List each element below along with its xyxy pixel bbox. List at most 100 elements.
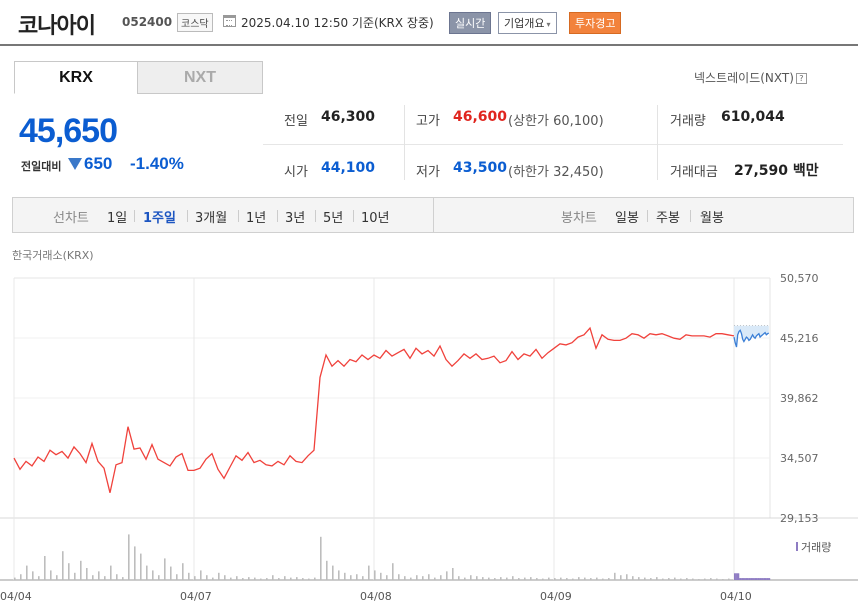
open-label: 시가 — [284, 165, 308, 180]
volume-bar — [754, 578, 757, 580]
period-1d[interactable]: 1일 — [107, 211, 128, 226]
separator — [647, 210, 648, 222]
volume-bar — [302, 578, 304, 580]
volume-bar — [602, 578, 604, 580]
low-label: 저가 — [416, 165, 440, 180]
volume-bar — [62, 551, 64, 580]
nxt-link-label: 넥스트레이드(NXT) — [694, 71, 794, 85]
volume-bar — [560, 577, 562, 580]
volume-bar — [224, 575, 226, 580]
period-3m[interactable]: 3개월 — [195, 211, 228, 226]
investment-warning-badge: 투자경고 — [569, 12, 622, 34]
current-price: 45,650 — [19, 112, 118, 150]
volume-bar — [242, 578, 244, 580]
x-tick-label: 04/08 — [360, 590, 392, 603]
volume-bar — [206, 575, 208, 580]
realtime-button[interactable]: 실시간 — [449, 12, 492, 34]
company-overview-button[interactable]: 기업개요 ▾ — [498, 12, 557, 34]
volume-bar — [74, 572, 76, 580]
tab-nxt[interactable]: NXT — [137, 61, 263, 94]
volume-bar — [374, 570, 376, 580]
market-badge: 코스닥 — [177, 13, 213, 32]
y-tick-label: 29,153 — [780, 512, 819, 525]
volume-bar — [146, 565, 148, 580]
help-icon[interactable]: ? — [795, 73, 807, 84]
separator — [277, 210, 278, 222]
volume-bar — [632, 576, 634, 580]
volume-bar — [38, 576, 40, 580]
volume-bar — [14, 577, 16, 580]
prev-close-label: 전일 — [284, 114, 308, 129]
volume-bar — [416, 575, 418, 580]
volume-bar — [757, 578, 759, 580]
volume-legend-swatch — [796, 542, 798, 551]
volume-bar — [763, 578, 766, 580]
period-3y[interactable]: 3년 — [285, 211, 306, 226]
low-value: 43,500 — [453, 160, 508, 176]
period-10y[interactable]: 10년 — [361, 211, 390, 226]
turnover-value: 27,590 백만 — [734, 163, 819, 179]
period-1w[interactable]: 1주일 — [143, 211, 176, 226]
volume-bar — [761, 578, 763, 580]
volume-bar — [200, 570, 202, 580]
volume-bar — [768, 578, 771, 580]
volume-bar — [440, 575, 442, 580]
volume-bar — [338, 570, 340, 580]
period-1y[interactable]: 1년 — [246, 211, 267, 226]
candle-weekly[interactable]: 주봉 — [656, 211, 680, 226]
volume-bar — [464, 577, 466, 580]
volume-bar — [764, 578, 767, 580]
volume-bar — [380, 572, 382, 580]
volume-bar — [152, 570, 154, 580]
candle-monthly[interactable]: 월봉 — [700, 211, 724, 226]
volume-bar — [530, 577, 532, 580]
y-tick-label: 50,570 — [780, 272, 819, 285]
volume-bar — [482, 577, 484, 580]
candle-chart-label: 봉차트 — [561, 211, 597, 226]
tab-krx[interactable]: KRX — [14, 61, 138, 94]
volume-bar — [20, 574, 22, 580]
volume-bar — [170, 566, 172, 580]
separator — [690, 210, 691, 222]
turnover-label: 거래대금 — [670, 165, 718, 180]
volume-bar — [410, 577, 412, 580]
volume-bar — [578, 577, 580, 580]
volume-bar — [134, 546, 136, 580]
price-chart[interactable]: 50,570 45,216 39,862 34,507 29,153 04/04 04/07… — [0, 262, 858, 609]
y-tick-label: 45,216 — [780, 332, 819, 345]
volume-bar — [686, 578, 688, 580]
volume-bar — [500, 577, 502, 580]
volume-bar — [470, 575, 472, 580]
volume-bar — [542, 578, 544, 580]
volume-bar — [56, 575, 58, 580]
volume-bar — [182, 563, 184, 580]
nxt-link[interactable]: 넥스트레이드(NXT)? — [694, 69, 807, 86]
line-chart-label: 선차트 — [53, 211, 89, 226]
stock-header: 코나아이 052400 코스닥 2025.04.10 12:50 기준(KRX … — [0, 0, 858, 46]
volume-bar — [422, 576, 424, 580]
volume-bar — [176, 574, 178, 580]
separator — [187, 210, 188, 222]
volume-bar — [290, 577, 292, 580]
volume-bar — [494, 578, 496, 580]
volume-bar — [104, 576, 106, 580]
volume-bar — [748, 578, 750, 580]
volume-bar — [404, 576, 406, 580]
price-line-past — [13, 326, 735, 493]
company-name: 코나아이 — [18, 14, 96, 39]
volume-bar — [698, 579, 700, 580]
candle-daily[interactable]: 일봉 — [615, 211, 639, 226]
volume-bar — [254, 577, 256, 580]
volume-bar — [728, 578, 730, 580]
volume-bar — [766, 578, 768, 580]
volume-bar — [50, 570, 52, 580]
volume-bar — [662, 578, 664, 580]
volume-bar — [668, 578, 670, 580]
timestamp: 2025.04.10 12:50 기준(KRX 장중) — [241, 16, 434, 30]
period-5y[interactable]: 5년 — [323, 211, 344, 226]
volume-bar — [350, 575, 352, 580]
high-value: 46,600 — [453, 109, 508, 125]
volume-bar — [735, 573, 737, 580]
stats-col-divider — [404, 105, 405, 180]
volume-bar — [755, 578, 758, 580]
